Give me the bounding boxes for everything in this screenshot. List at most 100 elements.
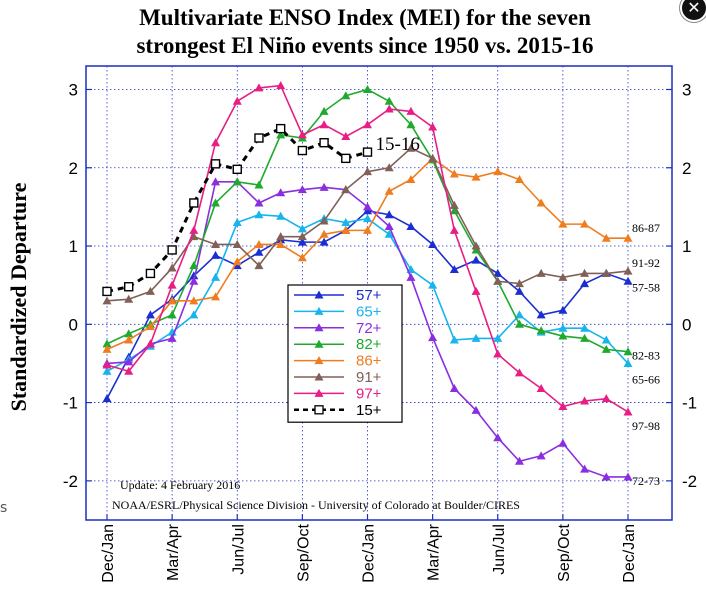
data-point [406, 272, 416, 281]
data-point [384, 104, 394, 113]
data-point [167, 280, 177, 289]
data-point [514, 310, 524, 319]
data-point [145, 286, 155, 295]
data-point [536, 198, 546, 207]
series-end-label: 57-58 [632, 280, 660, 294]
legend-label: 97+ [356, 385, 382, 402]
series-end-label: 72-73 [632, 474, 660, 488]
legend-marker [314, 306, 324, 315]
data-point [384, 163, 394, 172]
data-point [623, 233, 633, 242]
data-point [189, 261, 199, 270]
data-point [449, 200, 459, 209]
data-point [254, 83, 264, 92]
data-point [124, 329, 134, 338]
data-point [102, 366, 112, 375]
data-point [341, 131, 351, 140]
y-tick-label-right: 2 [682, 159, 691, 178]
data-point [536, 451, 546, 460]
data-point [189, 296, 199, 305]
stray-text: s [0, 500, 8, 516]
data-point [297, 224, 307, 233]
data-point [276, 81, 286, 90]
data-point [493, 268, 503, 277]
data-point [449, 206, 459, 215]
data-point [211, 239, 221, 248]
close-icon: ✕ [687, 0, 701, 17]
data-point [558, 272, 568, 281]
y-tick-label-right: 1 [682, 237, 691, 256]
data-point [471, 405, 481, 414]
data-point [449, 335, 459, 344]
data-point [211, 138, 221, 147]
data-point [601, 472, 611, 481]
data-point [341, 153, 351, 164]
data-point [580, 268, 590, 277]
data-point [341, 91, 351, 100]
series-end-label: 82-83 [632, 349, 660, 363]
data-point [406, 175, 416, 183]
legend-label: 91+ [356, 369, 382, 386]
y-tick-label-right: 3 [682, 80, 691, 99]
legend-label: 65+ [356, 303, 382, 320]
data-point [536, 268, 546, 277]
data-point [363, 120, 372, 129]
data-point [406, 221, 416, 230]
credit-text: NOAA/ESRL/Physical Science Division - Un… [112, 498, 520, 512]
data-point [362, 147, 373, 157]
data-point [276, 211, 286, 220]
data-point [211, 250, 221, 259]
series-end-label: 97-98 [632, 419, 660, 433]
data-point [124, 282, 134, 292]
data-point [449, 169, 459, 178]
data-point [363, 84, 372, 93]
data-point [297, 232, 307, 241]
data-point [189, 310, 199, 319]
data-point [471, 255, 481, 264]
data-point [189, 276, 199, 285]
legend-marker [314, 405, 324, 415]
legend: 57+65+72+82+86+91+97+15+ [287, 284, 403, 423]
data-point [493, 167, 503, 176]
data-point [145, 339, 155, 348]
close-button[interactable]: ✕ [680, 0, 706, 22]
data-point [102, 360, 112, 369]
data-point [363, 214, 372, 223]
legend-label: 86+ [356, 353, 382, 370]
chart-title-line-2: strongest El Niño events since 1950 vs. … [136, 33, 594, 58]
data-point [254, 198, 264, 207]
data-point [601, 344, 611, 353]
data-point [124, 335, 134, 344]
data-point [319, 216, 329, 225]
data-point [275, 123, 286, 134]
data-point [558, 331, 568, 340]
y-tick-label-left: 0 [69, 315, 78, 334]
data-point [124, 357, 134, 366]
data-point [124, 294, 134, 303]
data-point [623, 266, 633, 275]
data-point [493, 333, 503, 342]
data-point [428, 153, 438, 162]
legend-marker [314, 323, 324, 332]
data-point [276, 239, 286, 248]
data-point [232, 177, 242, 186]
data-point [449, 225, 459, 234]
data-point [623, 358, 633, 367]
data-point [363, 225, 372, 234]
data-point [297, 185, 307, 194]
data-point [601, 335, 611, 344]
data-point [493, 276, 503, 285]
data-point [319, 120, 329, 129]
data-point [601, 268, 611, 277]
data-point [276, 188, 286, 197]
data-point [384, 186, 394, 195]
series-72: 72-73 [102, 177, 660, 488]
data-point [319, 182, 329, 191]
data-point [276, 130, 286, 139]
data-point [145, 268, 156, 279]
data-point [341, 185, 351, 194]
series-end-label: 15-16 [376, 134, 420, 155]
data-point [558, 219, 568, 228]
data-point [558, 305, 568, 314]
